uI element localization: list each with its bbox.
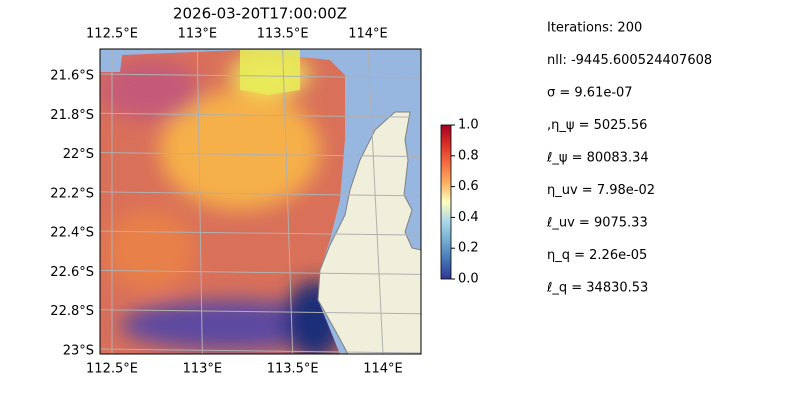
grid-line [282, 49, 294, 354]
lat-tick-label: 22.6°S [50, 265, 94, 280]
info-line: ℓ_uv = 9075.33 [546, 216, 648, 231]
grid-line [100, 73, 421, 79]
field-shading [100, 53, 345, 354]
lat-tick-label: 21.6°S [50, 69, 94, 84]
lon-tick-label: 114°E [348, 27, 388, 42]
lon-tick-label: 114°E [363, 362, 403, 377]
grid-line [100, 230, 421, 236]
land [317, 111, 421, 354]
info-line: ℓ_ψ = 80083.34 [546, 151, 649, 166]
grid-line [100, 348, 421, 354]
lat-tick-label: 22.8°S [50, 304, 94, 319]
lon-tick-label: 113°E [183, 362, 223, 377]
lat-tick-label: 21.8°S [50, 108, 94, 123]
title: 2026-03-20T17:00:00Z [173, 5, 347, 23]
grid-line [100, 112, 421, 118]
lon-tick-label: 113°E [178, 27, 218, 42]
colorbar [440, 124, 452, 280]
lat-tick-label: 22.4°S [50, 226, 94, 241]
grid-line [100, 191, 421, 197]
labels: 112.5°E 112.5°E 113°E 113°E 113.5°E 113.5°E 11… [50, 21, 712, 377]
colorbar-tick-label: 0.6 [458, 179, 479, 194]
grid-line [100, 309, 421, 315]
info-line: nll: -9445.600524407608 [547, 53, 712, 68]
lon-tick-label: 113.5°E [257, 27, 309, 42]
map-frame [99, 48, 422, 355]
lat-tick-label: 22°S [63, 147, 94, 162]
grid-line [100, 152, 421, 158]
info-line: Iterations: 200 [547, 21, 642, 36]
info-line: η_q = 2.26e-05 [547, 248, 647, 263]
colorbar-tick-label: 1.0 [458, 118, 479, 133]
colorbar-tick-label: 0.8 [458, 148, 479, 163]
map-field [100, 49, 421, 354]
colorbar-tick-label: 0.2 [458, 241, 479, 256]
graticule [100, 49, 421, 354]
lon-tick-label: 113.5°E [267, 362, 319, 377]
grid-line [367, 49, 384, 354]
lat-tick-label: 22.2°S [50, 186, 94, 201]
grid-line [196, 49, 203, 354]
info-line: ℓ_q = 34830.53 [546, 281, 648, 296]
info-line: ,η_ψ = 5025.56 [547, 118, 647, 133]
lon-tick-label: 112.5°E [86, 27, 138, 42]
info-line: σ = 9.61e-07 [547, 86, 633, 101]
lat-tick-label: 23°S [63, 344, 94, 359]
info-line: η_uv = 7.98e-02 [547, 183, 655, 198]
colorbar-tick-label: 0.0 [458, 272, 479, 287]
field-patch [240, 50, 300, 95]
colorbar-tick-label: 0.4 [458, 210, 479, 225]
lon-tick-label: 112.5°E [86, 362, 138, 377]
grid-line [100, 269, 421, 275]
